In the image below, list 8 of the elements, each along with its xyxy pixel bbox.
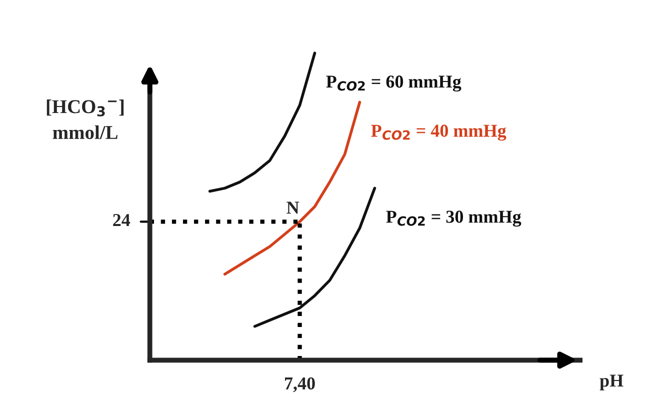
series-label: P$_{CO2}$ = 40 mmHg xyxy=(371,124,506,141)
text: 7,40 xyxy=(284,377,315,392)
text: pH xyxy=(600,374,624,390)
series-label: P$_{CO2}$ = 30 mmHg xyxy=(386,210,522,227)
text: 24 xyxy=(113,214,130,226)
series-label: P$_{CO2}$ = 60 mmHg xyxy=(326,76,462,92)
y-axis-title: [HCO$_{3}$$^{−}$] mmol/L xyxy=(46,100,124,140)
annotation: N xyxy=(286,202,300,214)
